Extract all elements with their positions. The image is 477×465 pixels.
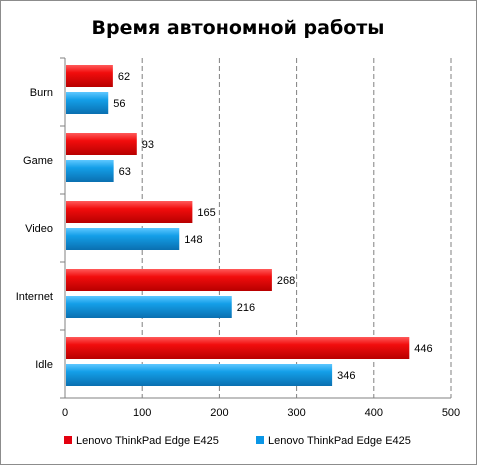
data-label: 216: [237, 302, 255, 314]
legend-swatch: [256, 436, 264, 444]
bar-burn-series-2: [66, 92, 109, 114]
labels: 0 100 200 300 400 500 Burn 62 56 Game 93 63 Video 165…: [16, 71, 460, 419]
category-label: Video: [25, 223, 53, 235]
bar-burn-series-1: [66, 65, 113, 87]
legend-label: Lenovo ThinkPad Edge E425: [268, 435, 411, 447]
x-tick-label: 200: [210, 407, 228, 419]
category-label: Internet: [16, 291, 53, 303]
bar-internet-series-2: [66, 296, 232, 318]
axes: [60, 57, 451, 399]
x-tick-label: 300: [287, 407, 305, 419]
x-tick-label: 100: [133, 407, 151, 419]
data-label: 63: [119, 166, 131, 178]
data-label: 268: [277, 275, 295, 287]
bar-idle-series-2: [66, 364, 333, 386]
legend-label: Lenovo ThinkPad Edge E425: [76, 435, 219, 447]
chart-title: Время автономной работы: [92, 17, 385, 39]
legend-swatch: [64, 436, 72, 444]
data-label: 62: [118, 71, 130, 83]
legend: Lenovo ThinkPad Edge E425 Lenovo ThinkPad…: [64, 435, 411, 447]
bars: [66, 65, 410, 386]
bar-video-series-1: [66, 201, 193, 223]
category-label: Game: [23, 155, 53, 167]
bar-idle-series-1: [66, 337, 410, 359]
bar-game-series-2: [66, 160, 114, 182]
data-label: 346: [337, 370, 355, 382]
data-label: 148: [184, 234, 202, 246]
data-label: 446: [414, 343, 432, 355]
x-tick-label: 0: [62, 407, 68, 419]
x-tick-label: 400: [365, 407, 383, 419]
bar-internet-series-1: [66, 269, 272, 291]
bar-video-series-2: [66, 228, 180, 250]
category-label: Burn: [30, 87, 53, 99]
x-tick-label: 500: [442, 407, 460, 419]
data-label: 56: [113, 98, 125, 110]
category-label: Idle: [35, 359, 53, 371]
data-label: 165: [197, 207, 215, 219]
data-label: 93: [142, 139, 154, 151]
bar-game-series-1: [66, 133, 137, 155]
